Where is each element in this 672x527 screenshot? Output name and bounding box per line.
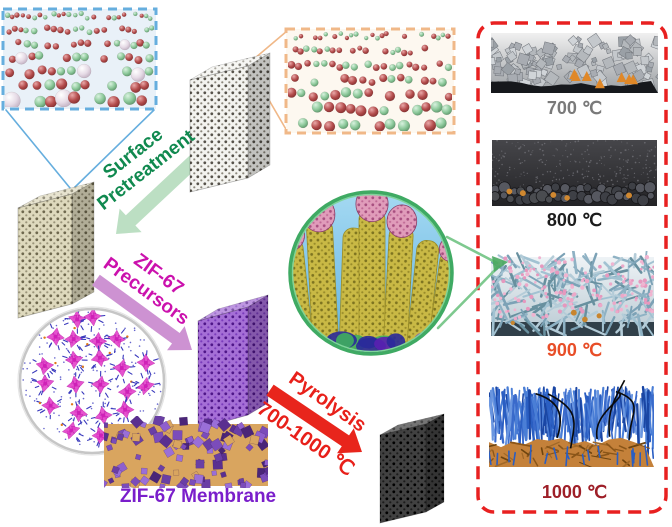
temperature-panel-box [476,21,668,514]
sem-image-1000c [489,379,654,467]
zif67-membrane-label: ZIF-67 Membrane [119,486,277,507]
sem-image-800c [492,140,657,206]
temp-label-800: 800 ℃ [546,210,603,230]
pretreated-surface-inset [1,7,158,111]
carbonized-crystal [379,413,445,524]
magnifier-callout-lines [436,235,508,330]
pristine-surface-inset [284,27,456,135]
pristine-substrate-crystal [189,52,271,193]
temp-label-700: 700 ℃ [546,98,603,118]
zif67-membrane-image [104,416,268,488]
nanostructure-magnifier-circle [288,190,454,356]
sem-image-700c [491,33,658,93]
zif67-precursors-arrow [92,274,192,351]
zif67-structure-circle [17,306,167,456]
temp-label-900: 900 ℃ [546,340,603,360]
pretreated-inset-callout-lines [5,109,155,189]
pretreated-substrate-crystal [17,181,95,319]
temp-label-1000: 1000 ℃ [541,482,608,502]
pyrolysis-arrow [266,384,362,454]
zif67-coated-crystal [197,294,269,430]
sem-image-900c [491,251,654,336]
surface-pretreatment-arrow [116,142,213,234]
